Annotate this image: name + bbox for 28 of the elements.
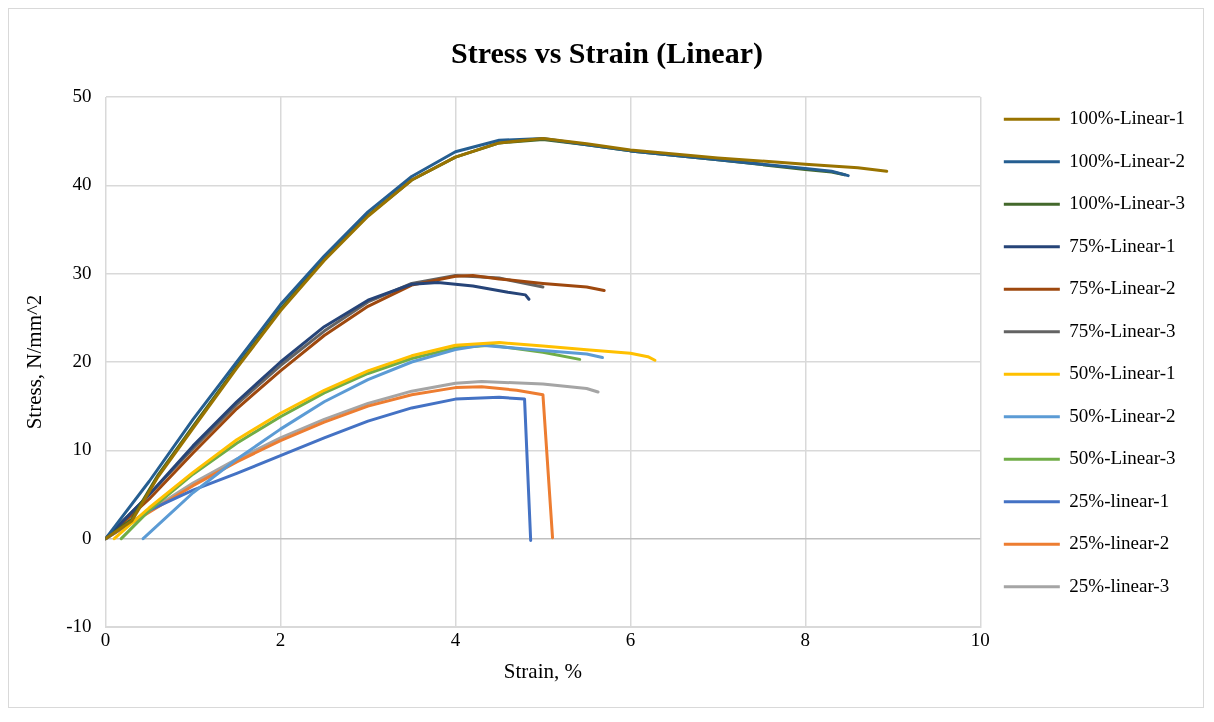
legend-label: 25%-linear-2 (1069, 532, 1170, 554)
legend-label: 50%-Linear-1 (1069, 362, 1176, 384)
x-tick-label: 8 (800, 629, 811, 651)
x-tick-label: 10 (970, 629, 990, 651)
legend-label: 100%-Linear-3 (1069, 192, 1186, 214)
y-tick-label: 50 (72, 84, 92, 106)
legend-label: 50%-Linear-3 (1069, 447, 1176, 469)
legend-label: 25%-linear-1 (1069, 489, 1170, 511)
y-tick-label: 20 (72, 349, 92, 371)
y-tick-label: 30 (72, 261, 92, 283)
y-axis-title: Stress, N/mm^2 (22, 294, 47, 430)
x-tick-label: 2 (275, 629, 286, 651)
legend-label: 50%-Linear-2 (1069, 404, 1176, 426)
x-tick-label: 4 (450, 629, 461, 651)
y-tick-label: 40 (72, 173, 92, 195)
legend-label: 75%-Linear-3 (1069, 319, 1176, 341)
x-tick-label: 6 (625, 629, 636, 651)
x-axis-title: Strain, % (503, 658, 582, 683)
chart-title: Stress vs Strain (Linear) (451, 35, 763, 70)
legend-label: 75%-Linear-2 (1069, 277, 1176, 299)
legend-label: 100%-Linear-1 (1069, 107, 1186, 129)
legend-label: 75%-Linear-1 (1069, 234, 1176, 256)
y-tick-label: 0 (82, 526, 92, 548)
x-tick-label: 0 (100, 629, 111, 651)
y-tick-label: -10 (66, 614, 92, 636)
legend-label: 25%-linear-3 (1069, 574, 1170, 596)
legend-label: 100%-Linear-2 (1069, 149, 1186, 171)
y-tick-label: 10 (72, 438, 92, 460)
